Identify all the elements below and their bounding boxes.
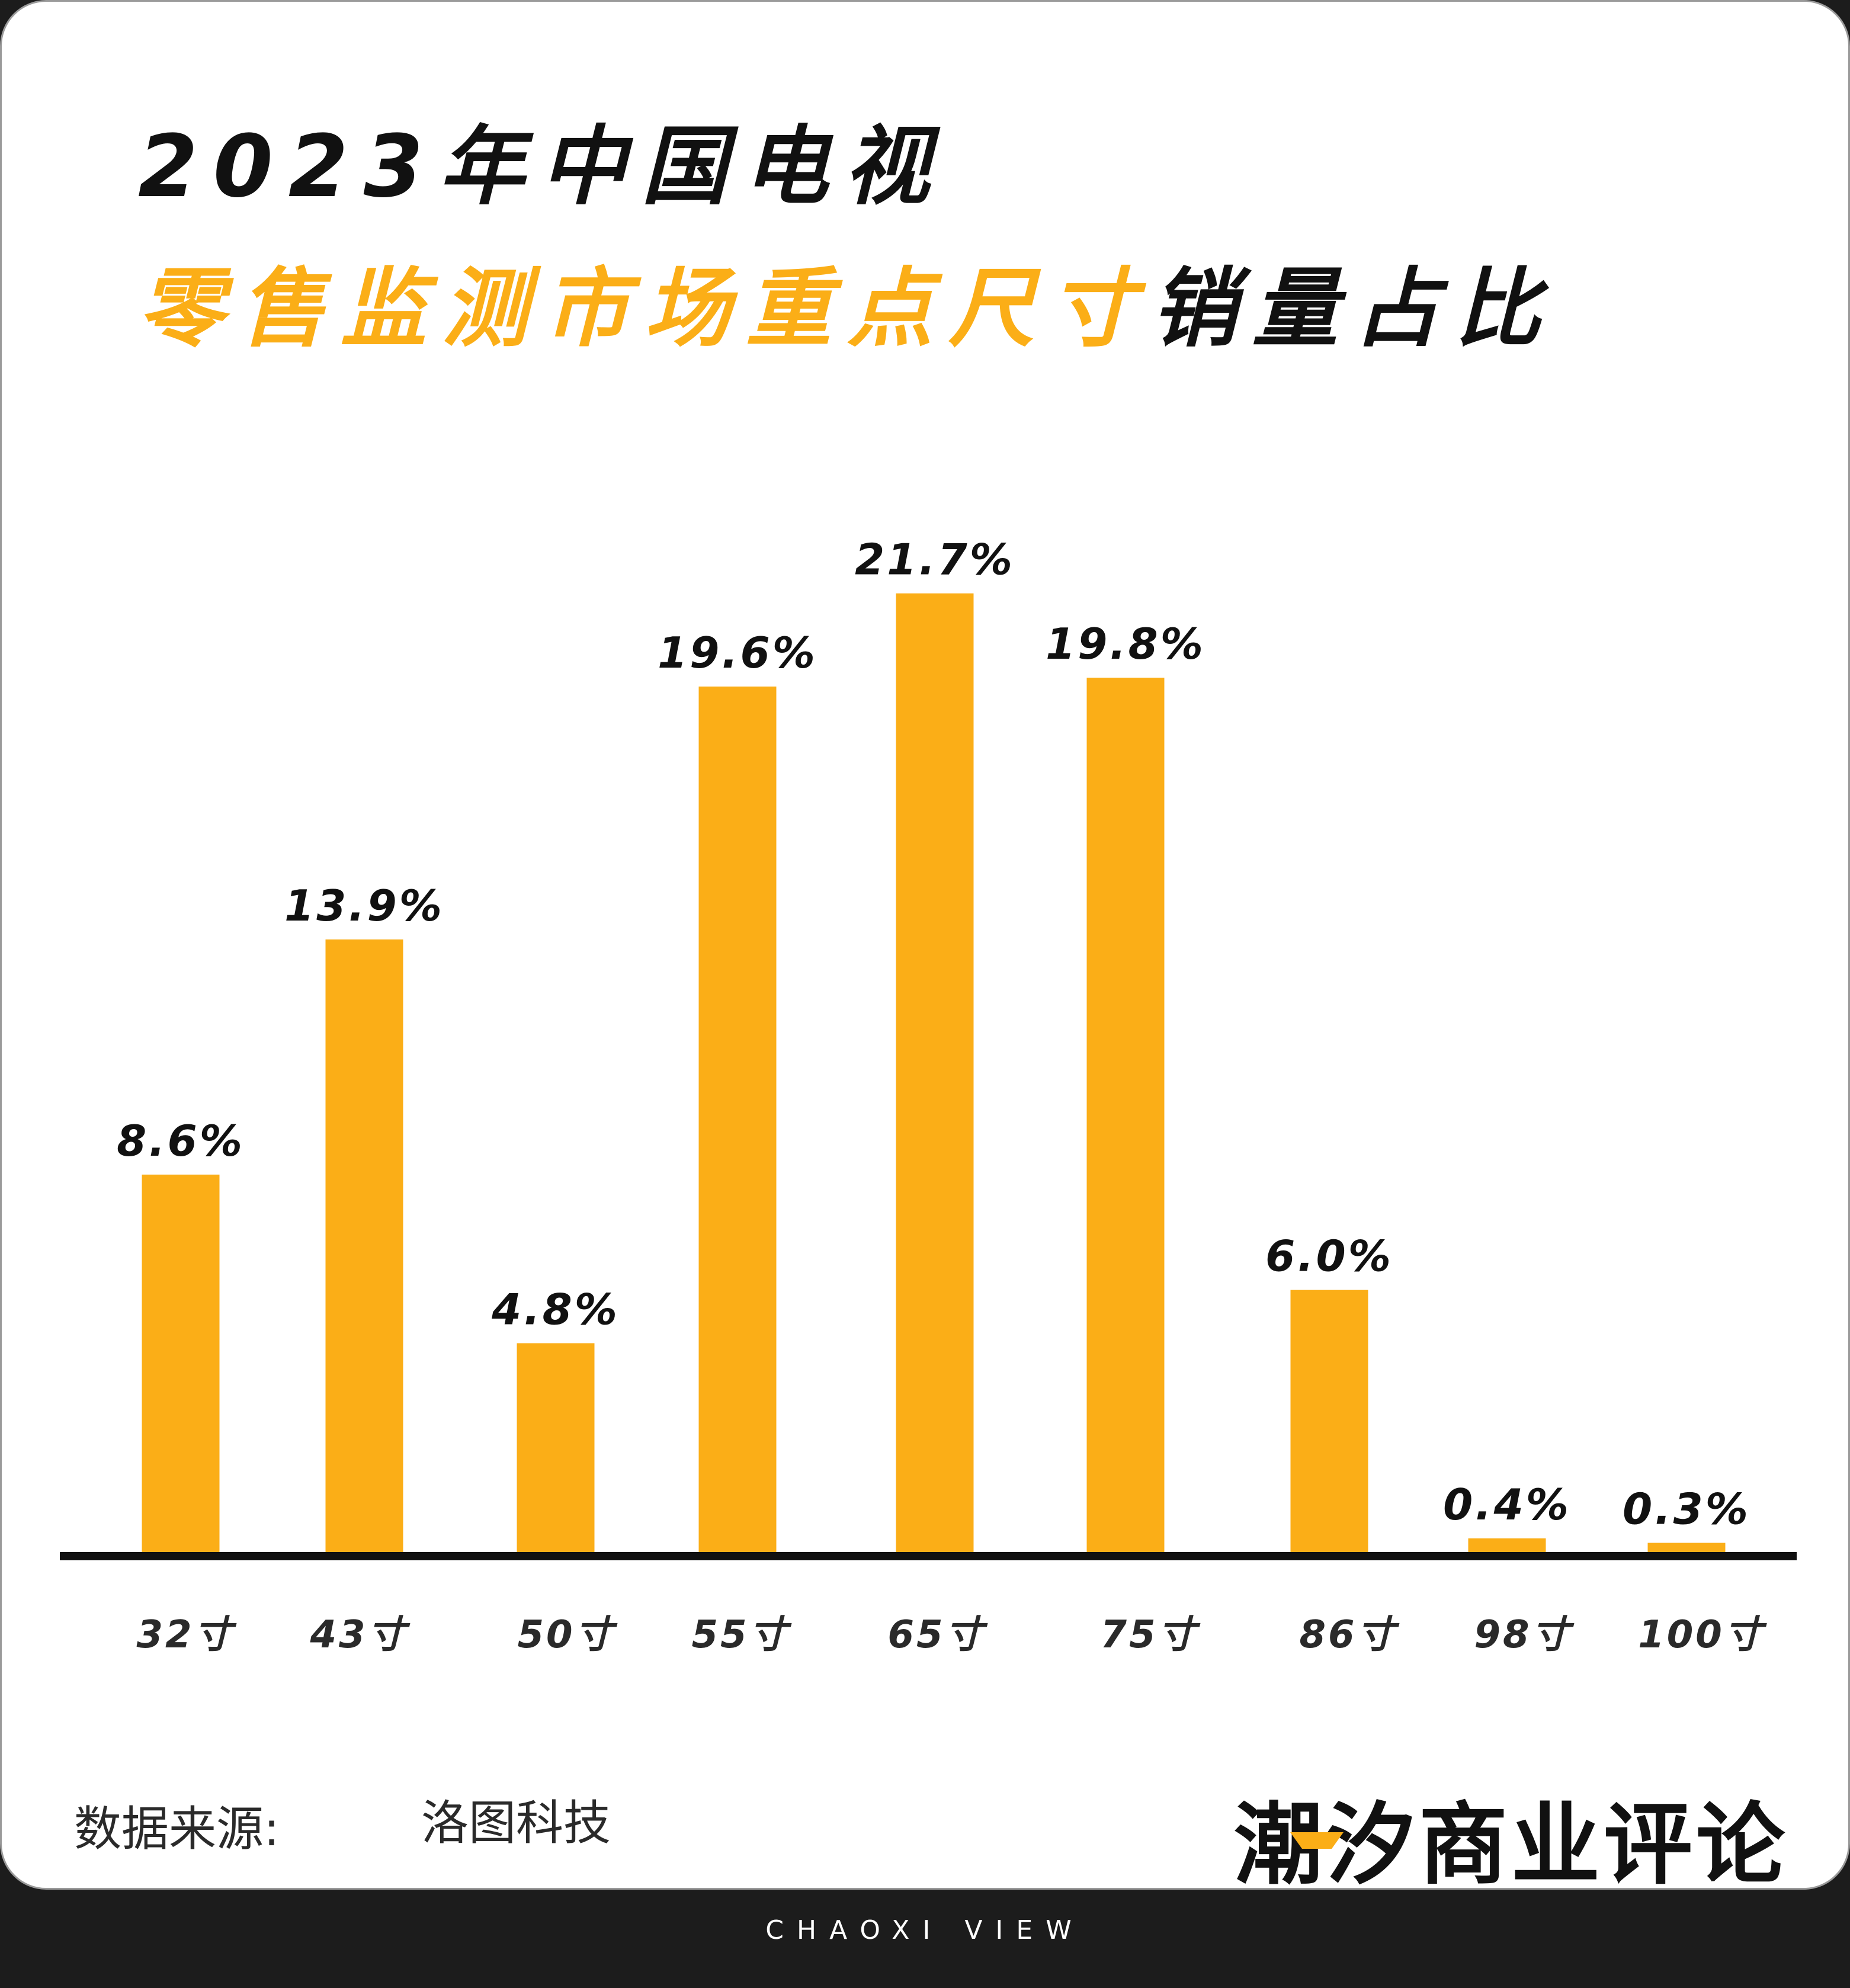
category-label-32寸: 32寸 [136, 1613, 237, 1657]
category-label-100寸: 100寸 [1638, 1613, 1768, 1657]
category-label-55寸: 55寸 [691, 1613, 792, 1657]
bar-50寸 [517, 1343, 595, 1556]
value-label-43寸: 13.9% [284, 881, 444, 931]
bar-43寸 [325, 939, 403, 1556]
value-label-100寸: 0.3% [1623, 1484, 1750, 1534]
value-label-65寸: 21.7% [855, 535, 1015, 585]
category-labels-group: 32寸 43寸 50寸 55寸 65寸 75寸 86寸 98寸 100寸 [136, 1613, 1768, 1657]
value-label-55寸: 19.6% [658, 628, 817, 678]
bar-75寸 [1086, 677, 1165, 1556]
category-label-75寸: 75寸 [1100, 1613, 1201, 1657]
chart-title-accent: 零售监测市场重点尺寸 [138, 259, 1151, 359]
bar-55寸 [698, 686, 777, 1556]
value-label-98寸: 0.4% [1443, 1480, 1571, 1530]
brand-logo: 潮汐商业评论 [1234, 1794, 1789, 1890]
footer-tagline: CHAOXI VIEW [765, 1915, 1085, 1945]
category-label-43寸: 43寸 [309, 1613, 411, 1657]
footer-bar: CHAOXI VIEW [0, 1890, 1850, 1988]
bar-32寸 [142, 1174, 220, 1556]
chart-title-line2: 零售监测市场重点尺寸销量占比 [138, 239, 1556, 363]
chart-card: 2023年中国电视 零售监测市场重点尺寸销量占比 8.6% 13.9% 4.8% 19… [0, 0, 1850, 1890]
bar-86寸 [1290, 1290, 1368, 1556]
source-value: 洛图科技 [421, 1795, 611, 1851]
chart-title-dark: 销量占比 [1151, 259, 1556, 359]
value-label-50寸: 4.8% [491, 1284, 620, 1334]
bar-chart: 8.6% 13.9% 4.8% 19.6% 21.7% 19.8% 6.0% 0.4% 0.3%… [60, 535, 1797, 1657]
value-labels-group: 8.6% 13.9% 4.8% 19.6% 21.7% 19.8% 6.0% 0.4% 0.3% [117, 535, 1750, 1534]
source-label: 数据来源: [74, 1801, 280, 1856]
bars-group [142, 593, 1726, 1557]
chart-title-line1: 2023年中国电视 [138, 117, 945, 217]
value-label-75寸: 19.8% [1046, 619, 1205, 669]
category-label-65寸: 65寸 [887, 1613, 988, 1657]
category-label-86寸: 86寸 [1299, 1613, 1400, 1657]
bar-65寸 [896, 593, 974, 1557]
category-label-50寸: 50寸 [517, 1613, 618, 1657]
value-label-32寸: 8.6% [117, 1116, 245, 1166]
brand-mark-icon [1290, 1832, 1344, 1849]
value-label-86寸: 6.0% [1265, 1232, 1393, 1281]
category-label-98寸: 98寸 [1474, 1613, 1575, 1657]
